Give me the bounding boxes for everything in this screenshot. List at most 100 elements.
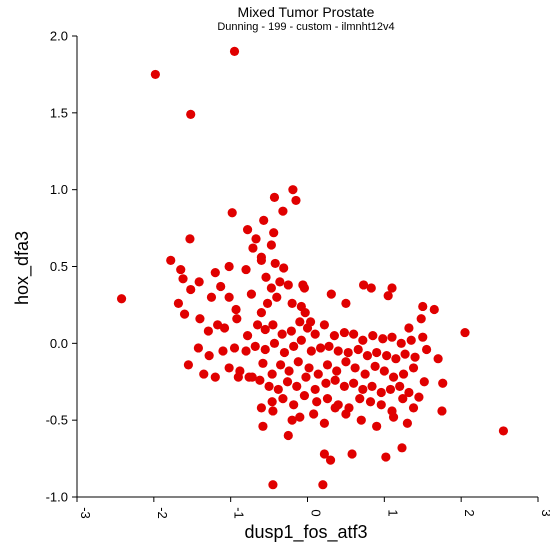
data-point	[347, 449, 357, 459]
data-point	[298, 280, 308, 290]
data-point	[186, 109, 196, 119]
data-point	[259, 215, 269, 225]
data-point	[318, 480, 328, 490]
data-point	[414, 392, 424, 402]
data-point	[382, 351, 392, 361]
data-point	[330, 403, 340, 413]
data-point	[339, 327, 349, 338]
data-point	[255, 375, 265, 385]
data-point	[210, 372, 220, 382]
y-tick-label: 1.0	[50, 182, 68, 197]
data-point	[116, 294, 127, 304]
data-point	[284, 366, 294, 376]
data-point	[421, 344, 432, 355]
data-point	[216, 281, 226, 292]
chart-subtitle: Dunning - 199 - custom - ilmnht12v4	[217, 21, 394, 33]
data-point	[397, 443, 407, 453]
data-point	[262, 298, 273, 308]
chart-title: Mixed Tumor Prostate	[238, 4, 375, 20]
data-point	[376, 387, 386, 398]
data-point	[266, 240, 276, 250]
data-point	[183, 360, 194, 370]
data-point	[229, 46, 240, 56]
data-point	[150, 69, 160, 80]
data-point	[418, 332, 428, 342]
data-point	[383, 291, 393, 301]
data-point	[324, 341, 334, 352]
x-tick-label: 2	[462, 509, 477, 516]
data-point	[277, 329, 287, 339]
data-point	[356, 415, 366, 425]
data-point	[248, 243, 258, 253]
data-point	[194, 277, 204, 287]
data-point	[406, 335, 416, 345]
data-point	[418, 301, 428, 312]
data-point	[267, 369, 277, 379]
data-point	[268, 480, 278, 490]
data-point	[360, 369, 370, 379]
y-axis-ticks: -1.0 -0.5 0.0 0.5 1.0 1.5 2.0	[46, 29, 77, 505]
x-axis-label: dusp1_fos_atf3	[244, 522, 367, 543]
data-point	[429, 304, 439, 315]
y-tick-label: 0.0	[50, 336, 68, 351]
data-point	[179, 309, 190, 319]
data-point	[195, 314, 205, 324]
data-point	[353, 344, 363, 355]
data-point	[365, 397, 376, 407]
data-point	[268, 320, 278, 330]
data-point	[279, 347, 290, 358]
data-point	[396, 338, 406, 348]
data-point	[395, 381, 405, 391]
data-point	[231, 304, 241, 315]
data-point	[295, 317, 305, 327]
data-point	[286, 326, 296, 336]
data-point	[329, 331, 339, 341]
data-point	[288, 185, 298, 195]
data-point	[460, 327, 470, 338]
data-point	[213, 320, 223, 330]
data-point	[233, 372, 243, 382]
data-point	[313, 369, 323, 379]
data-point	[376, 400, 386, 410]
data-point	[244, 372, 254, 382]
data-point	[267, 397, 277, 407]
data-point	[368, 331, 378, 341]
data-point	[292, 381, 302, 391]
data-point	[333, 346, 343, 356]
data-point	[388, 412, 399, 422]
data-point	[272, 292, 282, 302]
data-point	[372, 421, 382, 431]
y-axis-label: hox_dfa3	[12, 231, 33, 305]
data-point	[304, 363, 314, 373]
data-point	[400, 349, 410, 359]
x-tick-label: 1	[385, 509, 400, 516]
data-point	[321, 378, 331, 388]
data-point	[185, 234, 195, 244]
data-point	[349, 378, 359, 388]
data-point	[232, 314, 242, 324]
data-point	[319, 320, 330, 330]
data-point	[404, 323, 414, 333]
data-point	[210, 268, 220, 278]
data-point	[287, 298, 297, 308]
data-point	[252, 320, 263, 330]
data-point	[176, 264, 186, 275]
data-point	[260, 344, 270, 355]
data-point	[330, 375, 340, 385]
data-point	[224, 261, 234, 272]
data-point	[219, 323, 230, 333]
data-point	[387, 332, 397, 342]
data-point	[260, 324, 270, 335]
data-point	[229, 343, 240, 353]
data-point	[358, 384, 368, 395]
y-tick-label: 1.5	[50, 105, 68, 120]
data-point	[261, 272, 271, 282]
data-point	[224, 292, 234, 302]
data-point	[289, 400, 299, 410]
data-point	[293, 357, 303, 367]
data-point	[256, 255, 266, 265]
data-point	[299, 390, 310, 401]
data-point	[258, 358, 268, 368]
data-point	[310, 384, 320, 395]
data-point	[287, 415, 297, 425]
